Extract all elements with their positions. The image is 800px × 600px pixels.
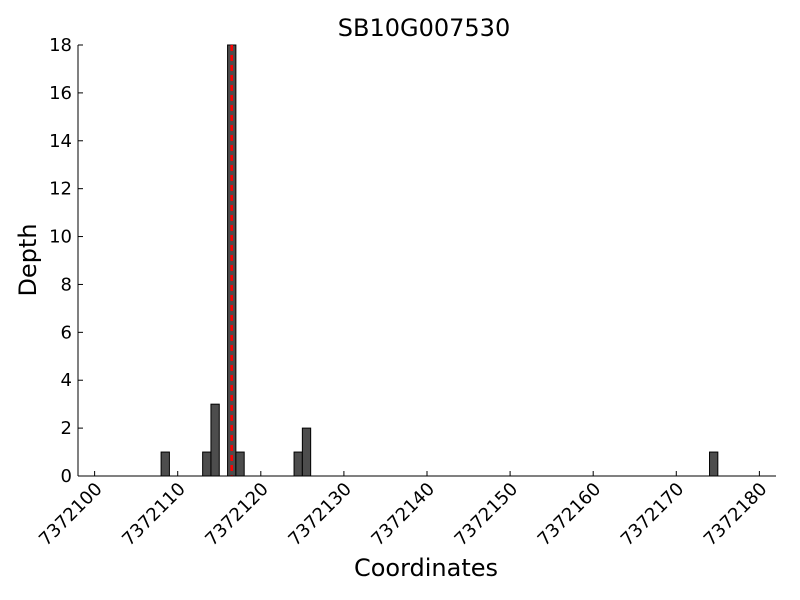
x-tick-label: 7372100 (35, 479, 107, 551)
bar (202, 451, 212, 477)
x-tick-label: 7372140 (367, 479, 439, 551)
y-tick-label: 16 (49, 83, 72, 104)
y-axis-label: Depth (14, 223, 42, 296)
bar (709, 451, 719, 477)
y-tick-label: 18 (49, 35, 72, 56)
x-axis-label: Coordinates (354, 554, 498, 582)
chart-title: SB10G007530 (338, 14, 510, 42)
x-tick-label: 7372110 (118, 479, 190, 551)
x-tick-label: 7372150 (451, 479, 523, 551)
x-tick-label: 7372160 (534, 479, 606, 551)
y-tick-label: 10 (49, 227, 72, 248)
bar (293, 451, 303, 477)
y-tick-label: 0 (61, 466, 72, 487)
y-tick-label: 12 (49, 179, 72, 200)
y-tick-label: 4 (61, 370, 72, 391)
bar (160, 451, 170, 477)
y-tick-label: 14 (49, 131, 72, 152)
axes-group (77, 45, 776, 477)
bar (210, 403, 220, 477)
y-tick-label: 6 (61, 322, 72, 343)
x-tick-label: 7372180 (700, 479, 772, 551)
y-tick-label: 8 (61, 274, 72, 295)
bar (235, 451, 245, 477)
bars-group (160, 44, 719, 477)
x-tick-label: 7372170 (617, 479, 689, 551)
y-ticks-group: 0 2 4 6 8 10 12 14 16 18 (49, 35, 83, 487)
x-tick-label: 7372120 (201, 479, 273, 551)
bar (301, 427, 312, 477)
x-ticks-group: 7372100 7372110 7372120 7372130 7372140 73721… (35, 471, 771, 550)
y-tick-label: 2 (61, 418, 72, 439)
x-tick-label: 7372130 (284, 479, 356, 551)
